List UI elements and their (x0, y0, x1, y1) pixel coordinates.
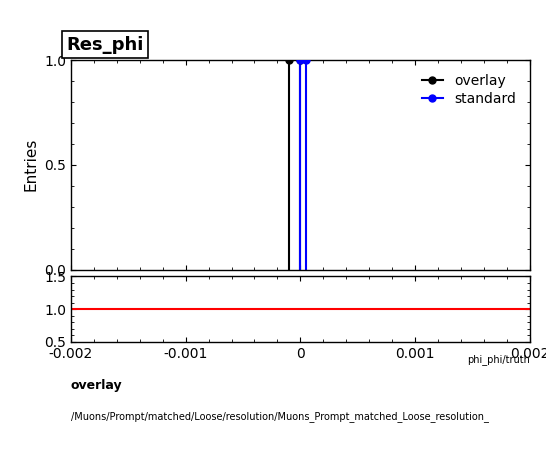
Legend: overlay, standard: overlay, standard (415, 67, 523, 113)
Text: overlay: overlay (71, 379, 123, 392)
Text: /Muons/Prompt/matched/Loose/resolution/Muons_Prompt_matched_Loose_resolution_: /Muons/Prompt/matched/Loose/resolution/M… (71, 411, 489, 422)
Y-axis label: Entries: Entries (23, 138, 39, 191)
Text: phi_phi/truth: phi_phi/truth (467, 354, 530, 365)
Text: Res_phi: Res_phi (67, 36, 144, 54)
